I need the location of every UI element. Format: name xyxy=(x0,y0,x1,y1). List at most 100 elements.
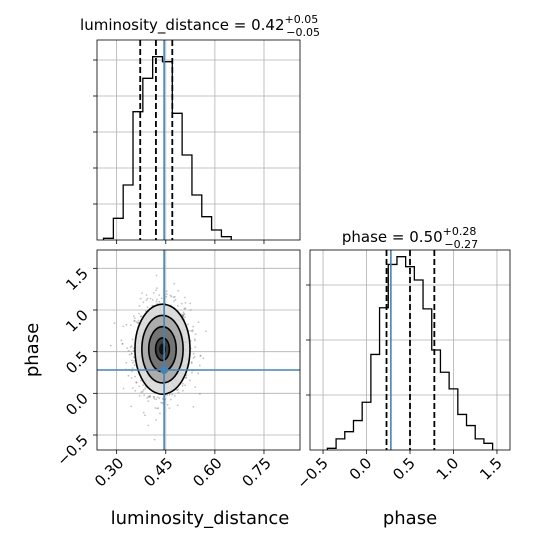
x-tick-label: 1.0 xyxy=(433,454,463,484)
scatter-point xyxy=(192,325,195,328)
hist-luminosity-frame xyxy=(96,39,301,241)
scatter-point xyxy=(165,290,168,293)
scatter-point xyxy=(155,398,158,401)
scatter-point xyxy=(197,321,200,323)
x-tick-label: 0.30 xyxy=(91,454,127,490)
scatter-point xyxy=(140,315,143,318)
scatter-point xyxy=(129,346,132,349)
scatter-point xyxy=(197,372,200,375)
scatter-point xyxy=(139,315,142,318)
hist-luminosity-grid xyxy=(97,40,300,240)
scatter-point xyxy=(134,375,136,378)
scatter-point xyxy=(122,325,125,328)
scatter-point xyxy=(185,374,188,377)
contour-panel: 0.30 0.45 0.60 0.75 −0.5 0.0 0.5 1.0 1.5 xyxy=(53,249,301,490)
scatter-point xyxy=(130,345,133,348)
hist-luminosity-ticks xyxy=(93,59,265,244)
y-axis-label-phase: phase xyxy=(22,323,43,377)
scatter-point xyxy=(192,357,195,359)
scatter-point xyxy=(143,394,146,397)
scatter-point xyxy=(147,400,150,402)
scatter-point xyxy=(160,401,163,404)
scatter-point xyxy=(176,389,179,392)
scatter-point xyxy=(141,292,144,294)
scatter-point xyxy=(128,353,131,356)
scatter-point xyxy=(165,293,168,295)
scatter-point xyxy=(193,355,196,358)
scatter-point xyxy=(140,391,143,393)
hist-phase-y-ticks xyxy=(306,284,310,396)
scatter-point xyxy=(168,407,171,409)
scatter-point xyxy=(144,414,146,417)
scatter-point xyxy=(133,360,136,362)
truth-marker xyxy=(160,366,169,374)
scatter-point xyxy=(173,300,175,302)
scatter-point xyxy=(202,357,205,360)
scatter-point xyxy=(135,321,138,323)
hist-luminosity-quantiles xyxy=(139,40,174,240)
scatter-point xyxy=(130,405,133,408)
x-tick-label: 0.0 xyxy=(346,454,376,484)
scatter-point xyxy=(131,361,134,364)
scatter-point xyxy=(153,398,156,400)
scatter-point xyxy=(151,304,154,307)
scatter-point xyxy=(182,315,185,317)
scatter-point xyxy=(189,302,192,305)
scatter-point xyxy=(138,305,141,307)
scatter-point xyxy=(189,309,192,311)
scatter-point xyxy=(135,381,138,384)
scatter-point xyxy=(120,339,123,342)
scatter-point xyxy=(147,395,150,398)
scatter-point xyxy=(181,382,184,385)
scatter-point xyxy=(157,407,160,410)
scatter-point xyxy=(169,294,172,297)
scatter-point xyxy=(194,339,196,342)
scatter-point xyxy=(151,299,154,301)
scatter-point xyxy=(131,370,133,373)
scatter-point xyxy=(158,300,161,303)
scatter-point xyxy=(172,296,175,299)
scatter-point xyxy=(132,387,134,389)
scatter-point xyxy=(126,347,128,350)
contour-line xyxy=(154,337,171,362)
scatter-point xyxy=(133,364,136,367)
scatter-point xyxy=(176,305,179,307)
scatter-point xyxy=(159,412,161,415)
scatter-point xyxy=(130,324,132,326)
scatter-point xyxy=(199,393,201,395)
scatter-point xyxy=(125,323,128,326)
scatter-point xyxy=(165,295,168,298)
scatter-point xyxy=(194,386,197,388)
contour-line xyxy=(141,314,184,384)
scatter-point xyxy=(135,381,138,384)
scatter-point xyxy=(155,300,158,303)
scatter-point xyxy=(199,354,202,357)
scatter-point xyxy=(156,287,158,289)
scatter-point xyxy=(174,394,176,397)
scatter-point xyxy=(138,394,141,397)
scatter-point xyxy=(146,306,149,309)
scatter-point xyxy=(146,297,149,300)
scatter-point xyxy=(146,397,149,399)
scatter-point xyxy=(130,352,133,355)
scatter-point xyxy=(190,362,193,365)
scatter-point xyxy=(153,396,156,399)
scatter-point xyxy=(148,395,151,398)
scatter-point xyxy=(113,322,116,325)
scatter-point xyxy=(138,312,140,315)
scatter-point xyxy=(205,330,207,333)
scatter-point xyxy=(133,320,136,322)
hist-phase-title: phase = 0.50+0.28 −0.27 xyxy=(342,225,478,251)
hist-phase-panel: −0.5 0.0 0.5 1.0 1.5 phase = 0.50+0.28 −0.27 xyxy=(293,225,511,493)
scatter-point xyxy=(134,389,137,392)
contour-line xyxy=(134,303,191,395)
scatter-point xyxy=(121,343,124,345)
scatter-point xyxy=(131,367,134,370)
scatter-point xyxy=(133,320,136,322)
scatter-point xyxy=(136,321,139,324)
scatter-point xyxy=(138,385,141,388)
scatter-point xyxy=(141,390,144,393)
scatter-point xyxy=(144,387,147,390)
scatter-point xyxy=(177,391,180,394)
